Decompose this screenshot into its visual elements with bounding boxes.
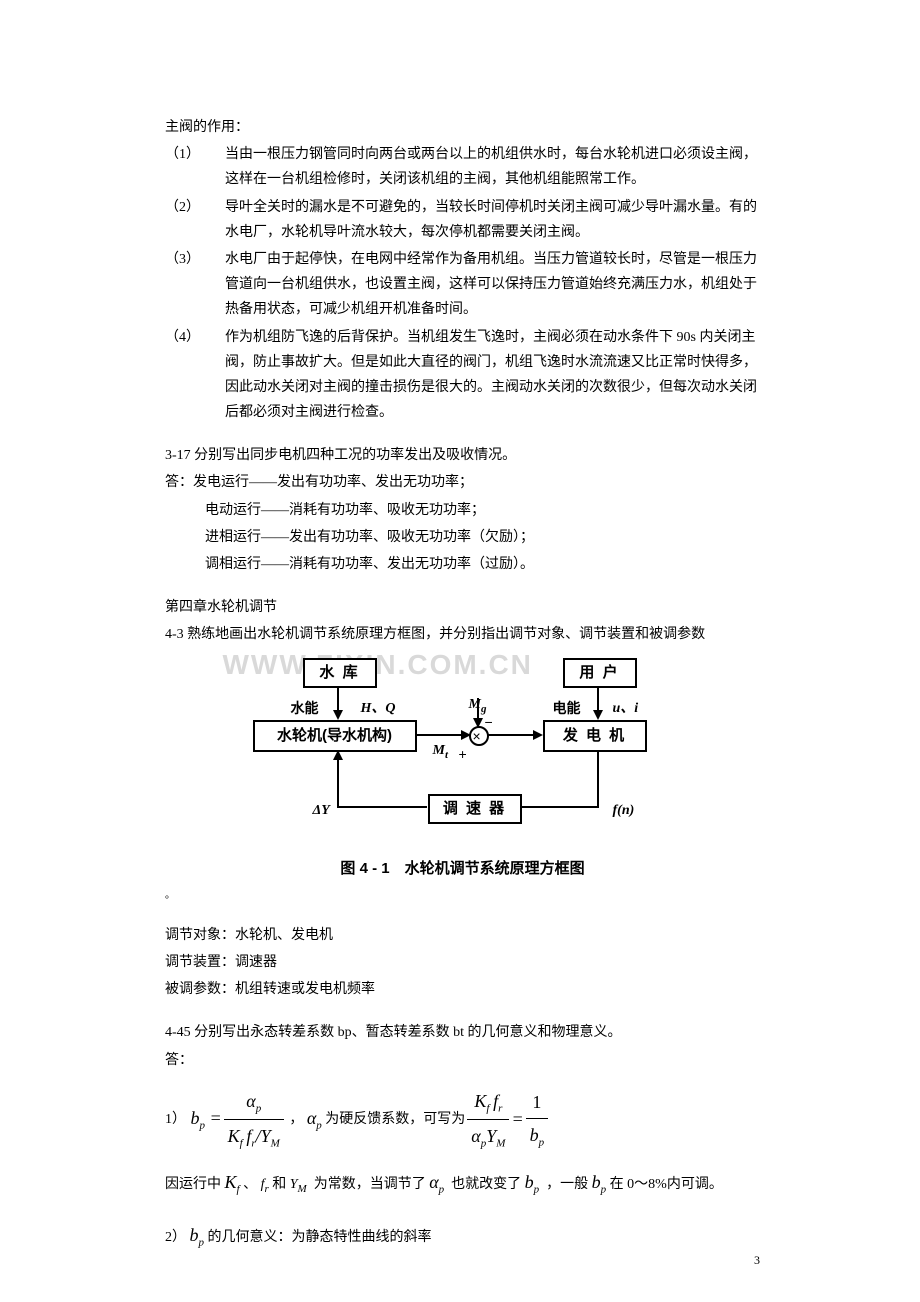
item-2-num: （2）: [165, 195, 225, 245]
formula-2: 2） bp 的几何意义：为静态特性曲线的斜率: [165, 1219, 760, 1253]
adj-param: 被调参数：机组转速或发电机频率: [165, 977, 760, 1002]
diagram-caption: 图 4 - 1 水轮机调节系统原理方框图: [165, 855, 760, 882]
stray-period: 。: [165, 887, 760, 905]
box-user: 用 户: [563, 658, 637, 688]
block-diagram: WWW.ZIXIN.COM.CN 水 库 用 户 水能 H、Q 电能 u、i 水…: [165, 658, 760, 882]
a-3-17-line-2: 进相运行——发出有功功率、吸收无功功率（欠励）；: [165, 525, 760, 550]
watermark-text: WWW.ZIXIN.COM.CN: [223, 640, 533, 690]
box-reservoir: 水 库: [303, 658, 377, 688]
item-4-num: （4）: [165, 325, 225, 426]
a-3-17-line-1: 电动运行——消耗有功功率、吸收无功功率；: [165, 498, 760, 523]
item-3-num: （3）: [165, 247, 225, 323]
item-4-text: 作为机组防飞逸的后背保护。当机组发生飞逸时，主阀必须在动水条件下 90s 内关闭…: [225, 325, 760, 426]
item-3: （3） 水电厂由于起停快，在电网中经常作为备用机组。当压力管道较长时，尽管是一根…: [165, 247, 760, 323]
label-deltay: ΔY: [313, 798, 330, 823]
formula-1-mid: 为硬反馈系数，可写为: [325, 1107, 465, 1132]
box-governor: 调 速 器: [428, 794, 522, 824]
adj-device: 调节装置：调速器: [165, 950, 760, 975]
item-1: （1） 当由一根压力钢管同时向两台或两台以上的机组供水时，每台水轮机进口必须设主…: [165, 142, 760, 192]
label-ui: u、i: [613, 696, 639, 721]
formula-explain: 因运行中 Kf 、 fr 和 YM 为常数，当调节了 αp 也就改变了 bp ，…: [165, 1166, 760, 1200]
adj-object: 调节对象：水轮机、发电机: [165, 923, 760, 948]
q-3-17: 3-17 分别写出同步电机四种工况的功率发出及吸收情况。: [165, 443, 760, 468]
box-generator: 发 电 机: [543, 720, 647, 752]
formula-1: 1） bp = αp Kf fr/YM ， αp 为硬反馈系数，可写为 Kf f…: [165, 1085, 760, 1155]
a-3-17-line-3: 调相运行——消耗有功功率、发出无功功率（过励）。: [165, 552, 760, 577]
a-3-17-head: 答：发电运行——发出有功功率、发出无功功率；: [165, 470, 760, 495]
answer-label: 答：: [165, 1048, 760, 1073]
label-hq: H、Q: [361, 696, 396, 721]
valve-role-heading: 主阀的作用：: [165, 115, 760, 140]
item-2: （2） 导叶全关时的漏水是不可避免的，当较长时间停机时关闭主阀可减少导叶漏水量。…: [165, 195, 760, 245]
formula-1-lead: 1）: [165, 1107, 186, 1132]
label-water-energy: 水能: [291, 696, 319, 721]
item-4: （4） 作为机组防飞逸的后背保护。当机组发生飞逸时，主阀必须在动水条件下 90s…: [165, 325, 760, 426]
box-turbine: 水轮机(导水机构): [253, 720, 417, 752]
label-mt: Mt: [433, 738, 449, 766]
item-2-text: 导叶全关时的漏水是不可避免的，当较长时间停机时关闭主阀可减少导叶漏水量。有的水电…: [225, 195, 760, 245]
chapter-4-heading: 第四章水轮机调节: [165, 595, 760, 620]
q-4-45: 4-45 分别写出永态转差系数 bp、暂态转差系数 bt 的几何意义和物理意义。: [165, 1020, 760, 1045]
label-fn: f(n): [613, 798, 635, 823]
item-1-text: 当由一根压力钢管同时向两台或两台以上的机组供水时，每台水轮机进口必须设主阀，这样…: [225, 142, 760, 192]
page-number: 3: [754, 1250, 760, 1272]
label-elec-energy: 电能: [553, 696, 581, 721]
item-1-num: （1）: [165, 142, 225, 192]
item-3-text: 水电厂由于起停快，在电网中经常作为备用机组。当压力管道较长时，尽管是一根压力管道…: [225, 247, 760, 323]
